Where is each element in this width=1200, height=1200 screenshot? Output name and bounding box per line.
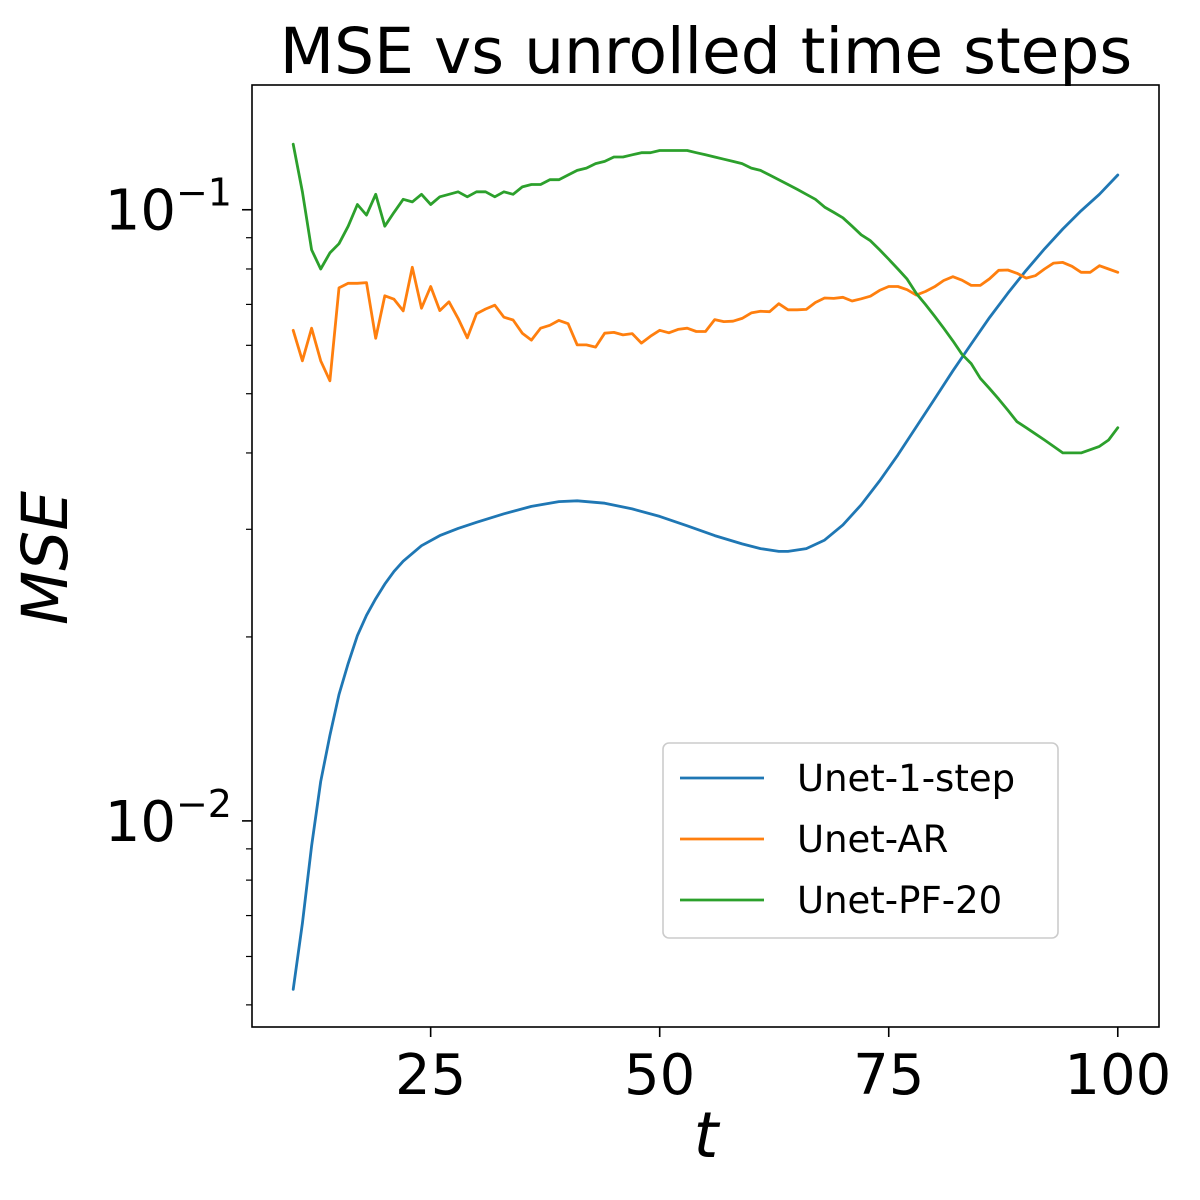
y-axis-label: MSE — [9, 491, 82, 625]
legend-label-3: Unet-PF-20 — [797, 879, 1002, 922]
series-layer — [291, 142, 1120, 991]
series-line-2 — [291, 261, 1120, 383]
legend-label-1: Unet-1-step — [797, 757, 1015, 800]
legend-label-2: Unet-AR — [797, 818, 948, 861]
legend-frame — [662, 742, 1059, 939]
series-line-3 — [291, 142, 1120, 455]
x-tick-label: 25 — [395, 1043, 466, 1108]
series-line-1 — [291, 173, 1120, 991]
y-ticks: 10−2 10−1 — [105, 171, 252, 1006]
y-tick-label: 10−1 — [105, 171, 232, 244]
x-axis-label: t — [694, 1099, 721, 1172]
x-tick-label: 100 — [1064, 1043, 1171, 1108]
x-ticks: 25 50 75 100 — [395, 1027, 1171, 1108]
x-tick-label: 75 — [853, 1043, 924, 1108]
x-tick-label: 50 — [624, 1043, 695, 1108]
chart-title: MSE vs unrolled time steps — [280, 15, 1132, 88]
y-tick-label: 10−2 — [105, 782, 232, 855]
legend: Unet-1-step Unet-AR Unet-PF-20 — [662, 742, 1059, 939]
plot-area-frame — [251, 84, 1160, 1028]
